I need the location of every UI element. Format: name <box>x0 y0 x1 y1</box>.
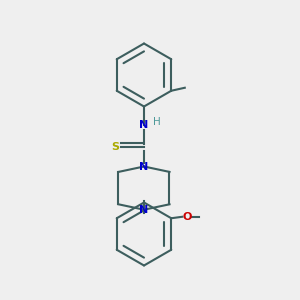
Text: H: H <box>153 117 160 127</box>
Text: N: N <box>140 161 148 172</box>
Text: N: N <box>140 205 148 215</box>
Text: O: O <box>182 212 192 222</box>
Text: N: N <box>140 119 148 130</box>
Text: S: S <box>112 142 119 152</box>
